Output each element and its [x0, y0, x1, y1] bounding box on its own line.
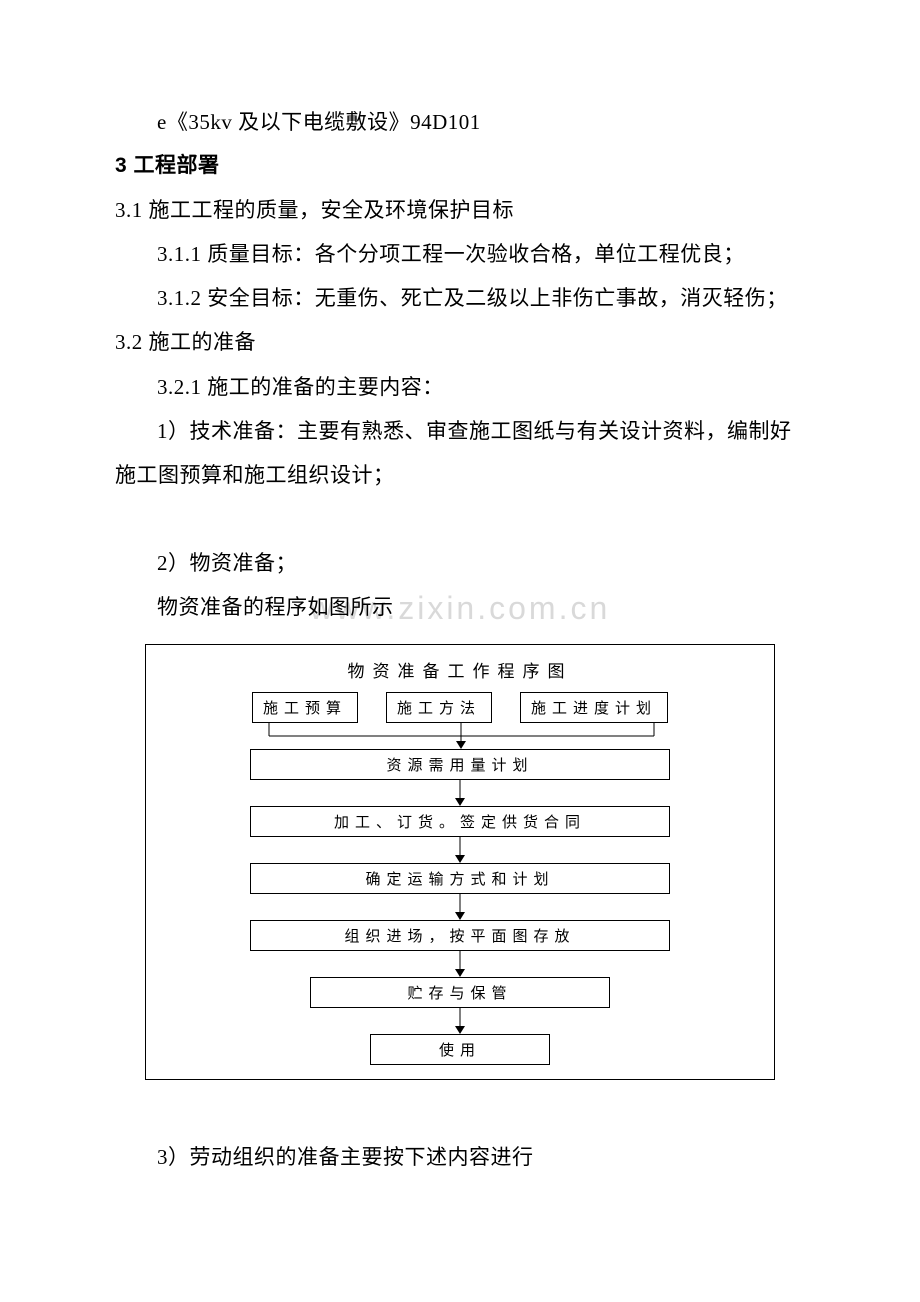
item-2: 2）物资准备； — [115, 541, 805, 585]
flow-box-method: 施工方法 — [386, 692, 492, 723]
flowchart: 物资准备工作程序图 施工预算 施工方法 施工进度计划 资源需用量计划 加工、订货… — [145, 644, 775, 1080]
flow-step-3: 确定运输方式和计划 — [250, 863, 670, 894]
heading-3: 3 工程部署 — [115, 144, 805, 188]
arrow-icon — [164, 837, 756, 863]
item-1: 1）技术准备：主要有熟悉、审查施工图纸与有关设计资料，编制好施工图预算和施工组织… — [115, 409, 805, 497]
arrow-icon — [164, 894, 756, 920]
item-2-desc: 物资准备的程序如图所示 — [115, 585, 805, 629]
arrow-icon — [164, 1008, 756, 1034]
flow-box-schedule: 施工进度计划 — [520, 692, 668, 723]
flow-step-5: 贮存与保管 — [310, 977, 610, 1008]
flow-step-6: 使用 — [370, 1034, 550, 1065]
flow-box-budget: 施工预算 — [252, 692, 358, 723]
flow-step-1: 资源需用量计划 — [250, 749, 670, 780]
arrow-icon — [164, 951, 756, 977]
section-3-1-1: 3.1.1 质量目标：各个分项工程一次验收合格，单位工程优良； — [115, 232, 805, 276]
section-3-2: 3.2 施工的准备 — [115, 320, 805, 364]
item-3: 3）劳动组织的准备主要按下述内容进行 — [115, 1135, 805, 1179]
flowchart-top-row: 施工预算 施工方法 施工进度计划 — [164, 692, 756, 723]
arrow-icon — [164, 780, 756, 806]
flowchart-title: 物资准备工作程序图 — [164, 657, 756, 682]
section-3-1-2: 3.1.2 安全目标：无重伤、死亡及二级以上非伤亡事故，消灭轻伤； — [115, 276, 805, 320]
section-3-2-1: 3.2.1 施工的准备的主要内容： — [115, 365, 805, 409]
flow-step-4: 组织进场，按平面图存放 — [250, 920, 670, 951]
flow-step-2: 加工、订货。签定供货合同 — [250, 806, 670, 837]
section-3-1: 3.1 施工工程的质量，安全及环境保护目标 — [115, 188, 805, 232]
text-line-e: e《35kv 及以下电缆敷设》94D101 — [115, 100, 805, 144]
